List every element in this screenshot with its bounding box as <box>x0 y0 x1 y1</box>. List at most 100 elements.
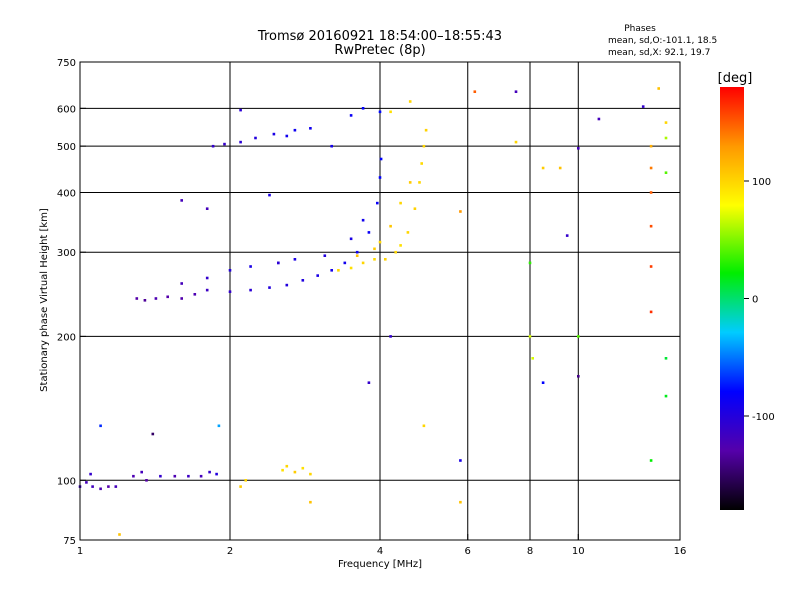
colorbar-tick-label: 0 <box>752 295 758 306</box>
data-point <box>114 485 118 488</box>
data-point <box>367 381 371 384</box>
x-tick-label: 1 <box>77 546 83 557</box>
data-point <box>228 290 232 293</box>
data-point <box>399 244 402 247</box>
data-point <box>135 297 139 300</box>
data-point <box>355 250 359 254</box>
data-point <box>459 500 462 504</box>
data-point <box>528 335 532 338</box>
data-point <box>215 472 218 476</box>
data-point <box>301 466 305 470</box>
data-point <box>389 110 392 114</box>
data-point <box>140 470 143 474</box>
data-point <box>193 293 197 296</box>
data-point <box>406 231 410 234</box>
data-point <box>418 181 421 184</box>
colorbar <box>720 87 744 510</box>
x-tick-label: 4 <box>377 546 383 557</box>
data-point <box>422 424 426 428</box>
data-point <box>384 258 387 261</box>
y-axis-label: Stationary phase Virtual Height [km] <box>39 208 50 392</box>
data-point <box>349 114 353 117</box>
data-point <box>577 335 580 338</box>
data-point <box>254 136 257 140</box>
data-point <box>330 144 333 148</box>
data-point <box>349 266 353 270</box>
data-point <box>379 157 383 161</box>
data-point <box>285 464 289 468</box>
data-point <box>293 128 297 132</box>
phases-x-line: mean, sd,X: 92.1, 19.7 <box>608 48 710 58</box>
data-point <box>99 487 102 491</box>
data-point <box>577 147 580 150</box>
data-point <box>649 166 653 170</box>
data-point <box>649 265 653 268</box>
data-point <box>239 140 242 144</box>
y-tick-label: 300 <box>57 248 76 259</box>
data-point <box>459 210 462 213</box>
data-points <box>78 87 668 536</box>
data-point <box>649 224 653 228</box>
data-point <box>422 144 426 148</box>
data-point <box>664 121 668 124</box>
data-point <box>285 283 289 287</box>
y-tick-label: 200 <box>57 332 76 343</box>
data-point <box>664 357 668 360</box>
data-point <box>180 297 183 300</box>
y-ticks: 75 100 200 300 400 500 600 750 <box>57 58 86 547</box>
data-point <box>239 485 242 488</box>
data-point <box>528 261 532 265</box>
data-point <box>597 117 601 121</box>
colorbar-tick-label: 100 <box>752 177 771 188</box>
data-point <box>132 474 135 478</box>
data-point <box>541 166 545 170</box>
data-point <box>187 474 190 478</box>
data-point <box>361 107 365 110</box>
data-point <box>85 481 88 484</box>
data-point <box>361 261 365 265</box>
x-tick-label: 16 <box>674 546 687 557</box>
data-point <box>389 335 392 338</box>
y-tick-label: 100 <box>57 476 76 487</box>
colorbar-tick-label: -100 <box>752 412 775 423</box>
data-point <box>208 470 211 474</box>
data-point <box>285 134 289 138</box>
data-point <box>145 479 148 482</box>
data-point <box>558 166 562 170</box>
data-point <box>649 144 653 148</box>
data-point <box>399 201 402 205</box>
data-point <box>205 288 209 292</box>
y-tick-label: 400 <box>57 188 76 199</box>
y-tick-label: 600 <box>57 104 76 115</box>
data-point <box>514 140 518 144</box>
data-point <box>309 127 312 130</box>
colorbar-ticks: 100 0 -100 <box>744 177 775 423</box>
data-point <box>649 191 653 194</box>
data-point <box>217 424 221 428</box>
data-point <box>641 105 645 108</box>
data-point <box>249 265 252 268</box>
phases-title: Phases <box>624 24 656 34</box>
data-point <box>272 132 276 136</box>
data-point <box>420 162 423 165</box>
x-tick-label: 6 <box>465 546 471 557</box>
data-point <box>281 468 284 472</box>
data-point <box>166 295 169 299</box>
data-point <box>180 282 183 285</box>
data-point <box>91 485 94 488</box>
data-point <box>355 254 359 257</box>
data-point <box>309 500 312 504</box>
data-point <box>389 224 392 228</box>
data-point <box>205 207 209 210</box>
data-point <box>228 269 232 272</box>
phases-o-line: mean, sd,O:-101.1, 18.5 <box>608 36 717 46</box>
data-point <box>244 479 247 482</box>
data-point <box>664 394 668 398</box>
data-point <box>268 286 271 289</box>
grid <box>80 62 680 540</box>
data-point <box>301 279 305 282</box>
data-point <box>293 258 297 261</box>
data-point <box>223 142 226 146</box>
data-point <box>293 470 297 474</box>
